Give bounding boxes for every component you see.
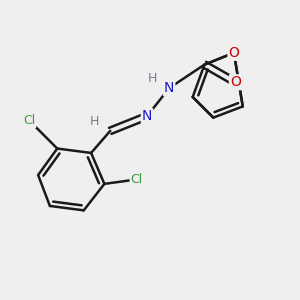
Text: Cl: Cl <box>23 114 35 127</box>
Text: Cl: Cl <box>130 173 143 186</box>
Text: O: O <box>230 75 241 89</box>
Text: O: O <box>229 46 239 60</box>
Text: H: H <box>147 72 157 85</box>
Text: N: N <box>164 81 174 95</box>
Text: H: H <box>89 115 99 128</box>
Text: N: N <box>142 109 152 123</box>
